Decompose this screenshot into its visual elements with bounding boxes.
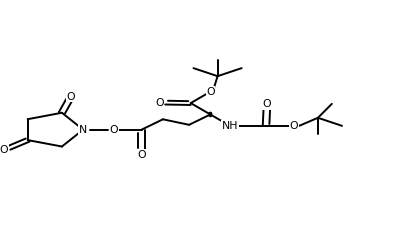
Text: O: O [110, 125, 118, 135]
Text: O: O [0, 145, 8, 155]
Text: O: O [206, 87, 215, 97]
Text: O: O [155, 98, 163, 108]
Text: NH: NH [222, 121, 238, 131]
Text: O: O [290, 121, 298, 131]
Text: O: O [137, 150, 146, 160]
Text: O: O [66, 92, 75, 102]
Text: O: O [263, 99, 271, 109]
Text: N: N [79, 125, 87, 135]
